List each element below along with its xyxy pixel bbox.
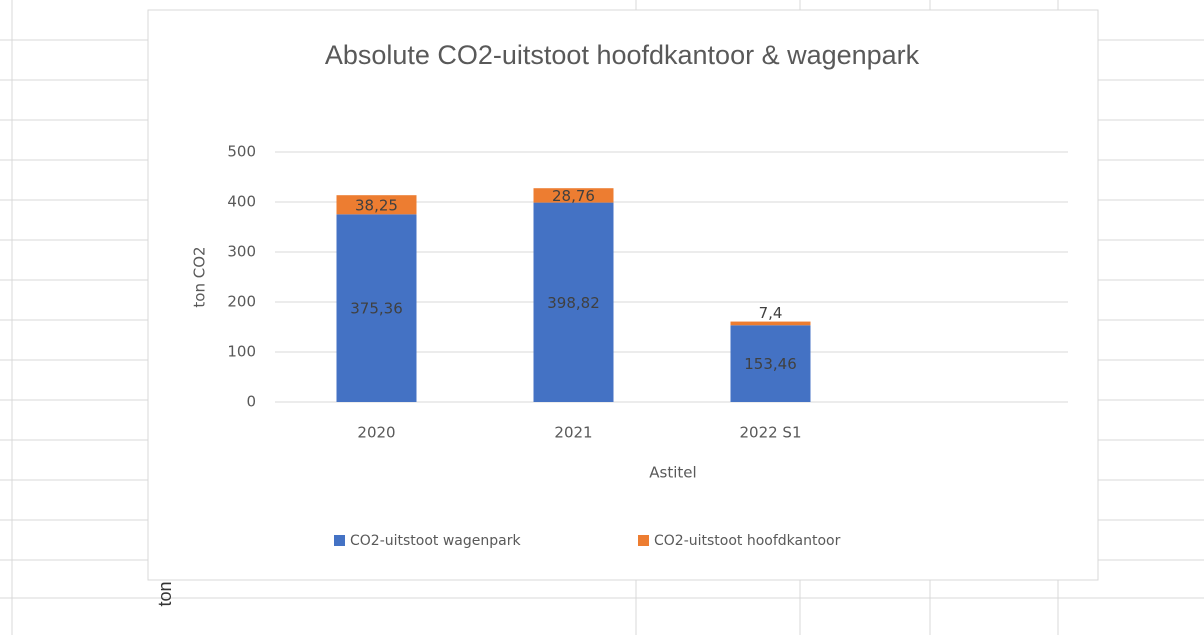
data-label: 28,76 [552, 187, 595, 205]
data-label: 398,82 [547, 294, 600, 312]
y-tick-label: 200 [227, 293, 256, 311]
legend-label: CO2-uitstoot wagenpark [350, 533, 521, 549]
chart-title: Absolute CO2-uitstoot hoofdkantoor & wag… [324, 40, 920, 70]
y-tick-label: 0 [246, 393, 256, 411]
data-label: 153,46 [744, 355, 797, 373]
y-tick-label: 300 [227, 243, 256, 261]
y-tick-label: 400 [227, 193, 256, 211]
data-label: 375,36 [350, 300, 403, 318]
x-tick-label: 2022 S1 [739, 424, 801, 442]
legend-label: CO2-uitstoot hoofdkantoor [654, 533, 841, 549]
x-axis-title: Astitel [649, 464, 696, 482]
y-axis-title: ton CO2 [191, 246, 209, 307]
data-label: 7,4 [759, 304, 783, 322]
legend-swatch [638, 535, 649, 546]
legend-swatch [334, 535, 345, 546]
plot: 0 100 200 300 400 500 2020 375,36 38,25 2021 398,8… [227, 143, 1068, 549]
y-tick-label: 500 [227, 143, 256, 161]
bar-segment [730, 321, 811, 326]
x-tick-label: 2020 [357, 424, 395, 442]
bar-segment [533, 202, 614, 402]
x-tick-label: 2021 [554, 424, 592, 442]
bar-segment [336, 195, 417, 215]
chart-area [147, 9, 1099, 581]
data-label: 38,25 [355, 196, 398, 214]
bar-segment [336, 214, 417, 402]
bar-segment [533, 188, 614, 203]
y-tick-label: 100 [227, 343, 256, 361]
bar-segment [730, 325, 811, 402]
